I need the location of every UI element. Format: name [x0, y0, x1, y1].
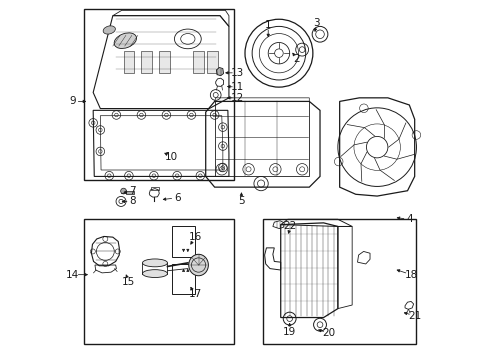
Text: 9: 9 [70, 96, 76, 107]
Bar [263, 219, 416, 344]
Text: 5: 5 [238, 197, 245, 206]
Text: 11: 11 [231, 82, 245, 92]
Text: 17: 17 [188, 289, 201, 299]
Ellipse shape [143, 270, 168, 278]
Text: 6: 6 [174, 193, 180, 203]
Ellipse shape [189, 254, 208, 276]
Text: 22: 22 [284, 221, 297, 231]
Text: 3: 3 [313, 18, 320, 28]
Bar [84, 9, 234, 180]
Text: 1: 1 [265, 19, 271, 30]
Text: 4: 4 [406, 214, 413, 224]
Text: 2: 2 [294, 54, 300, 64]
Bar [84, 219, 234, 344]
Ellipse shape [114, 33, 137, 49]
Text: 18: 18 [404, 270, 418, 280]
Ellipse shape [103, 26, 115, 34]
Polygon shape [217, 67, 223, 76]
Bar [193, 51, 204, 73]
Text: 14: 14 [66, 270, 79, 280]
Text: 8: 8 [129, 197, 136, 206]
Bar [123, 51, 134, 73]
Text: 10: 10 [165, 152, 178, 162]
Bar [207, 51, 218, 73]
Text: 12: 12 [231, 93, 245, 103]
Text: 21: 21 [408, 311, 421, 321]
Text: 16: 16 [188, 232, 201, 242]
Text: 20: 20 [322, 328, 336, 338]
Text: 15: 15 [122, 277, 136, 287]
Bar [142, 51, 152, 73]
Bar [159, 51, 170, 73]
Bar [172, 226, 195, 257]
Text: 7: 7 [129, 186, 136, 197]
Text: 13: 13 [231, 68, 245, 78]
Circle shape [121, 188, 126, 194]
Text: 19: 19 [283, 327, 296, 337]
Ellipse shape [143, 259, 168, 267]
Bar [172, 264, 195, 294]
Bar [126, 191, 134, 194]
